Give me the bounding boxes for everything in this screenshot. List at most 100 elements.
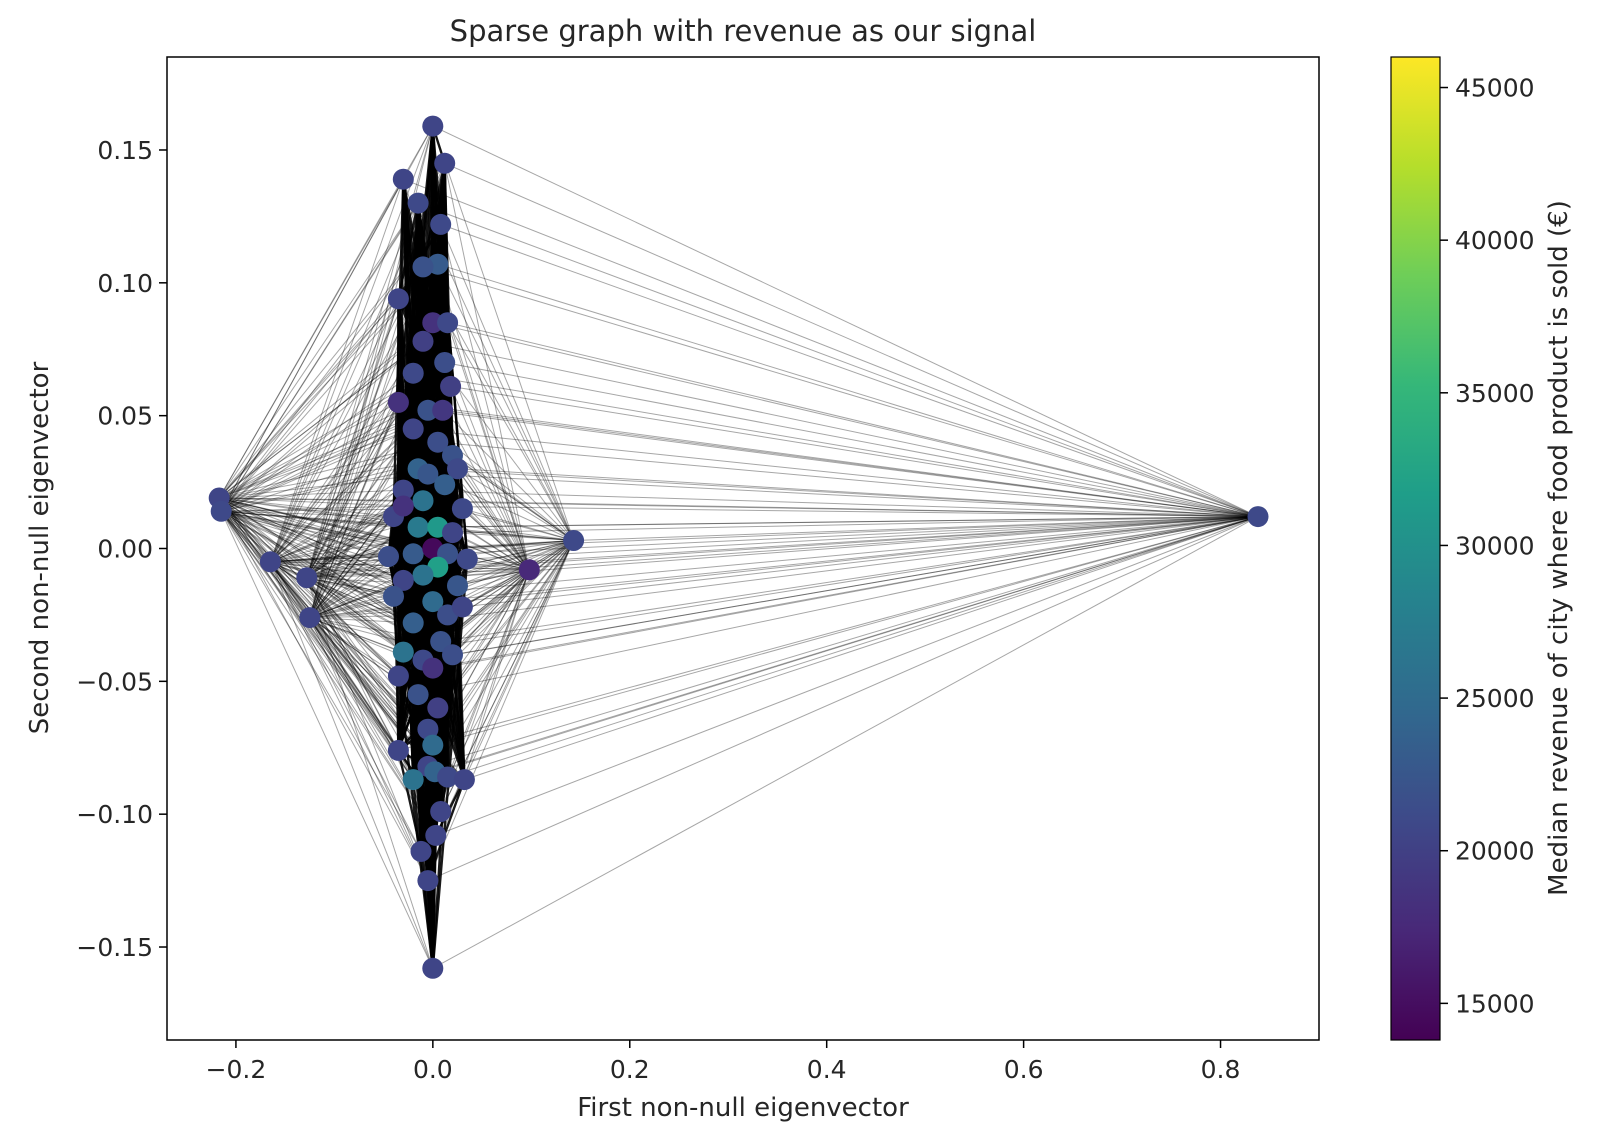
graph-edge (220, 511, 434, 969)
graph-node (434, 152, 456, 174)
x-axis-label: First non-null eigenvector (577, 1093, 909, 1123)
graph-edge (218, 497, 419, 695)
graph-edge (218, 497, 429, 730)
graph-edge (463, 540, 575, 780)
graph-edge (220, 511, 437, 836)
graph-edge (403, 178, 1259, 518)
graph-node (402, 769, 424, 791)
graph-edge (306, 516, 394, 579)
graph-edge (218, 178, 404, 499)
graph-node (440, 375, 462, 397)
graph-edge (432, 516, 1259, 969)
graph-edge (270, 561, 414, 624)
graph-edge (462, 508, 574, 541)
graph-node (442, 644, 463, 666)
graph-edge (397, 750, 423, 852)
graph-edge (220, 510, 448, 778)
graph-edge (434, 516, 1259, 773)
graph-edge (422, 516, 1259, 576)
graph-node (402, 362, 424, 384)
graph-node (210, 500, 232, 522)
graph-edge (270, 516, 394, 563)
graph-node (417, 870, 439, 892)
graph-edge (309, 266, 424, 618)
graph-node (407, 684, 429, 706)
graph-edge (447, 516, 1259, 555)
graph-edge (220, 266, 424, 512)
graph-node (518, 559, 540, 581)
graph-edge (219, 409, 429, 499)
graph-edge (220, 372, 414, 512)
x-axis: −0.2 0.0 0.2 0.4 0.6 0.8 (206, 1040, 1240, 1084)
graph-edge (443, 484, 469, 560)
y-tick-label: −0.10 (76, 800, 153, 829)
graph-node (387, 391, 409, 413)
graph-edge (220, 510, 429, 767)
graph-edge (464, 516, 1259, 781)
graph-node (412, 256, 434, 278)
graph-edge (306, 402, 399, 578)
graph-edge (403, 516, 1259, 653)
graph-edge (431, 835, 437, 969)
graph-edge (440, 224, 575, 541)
graph-edge (427, 540, 575, 881)
graph-node (299, 607, 321, 629)
graph-edge (432, 125, 1259, 518)
plot-area (166, 56, 1320, 1041)
graph-edge (221, 510, 414, 555)
graph-edge (219, 497, 404, 507)
graph-edge (220, 125, 434, 512)
graph-edge (219, 497, 414, 555)
x-tick-label: 0.0 (413, 1055, 453, 1084)
graph-edge (452, 516, 1259, 656)
graph-edge (269, 561, 414, 780)
graph-edge (269, 561, 422, 852)
graph-edge (221, 468, 419, 512)
graph-edge (219, 428, 414, 499)
graph-edge (417, 202, 1259, 518)
graph-edge (220, 340, 424, 512)
graph-node (259, 551, 281, 573)
x-tick-label: 0.2 (610, 1055, 650, 1084)
graph-edge (457, 468, 574, 541)
graph-edge (467, 516, 1259, 560)
graph-edge (221, 428, 414, 512)
y-axis-label: Second non-null eigenvector (25, 361, 55, 734)
graph-edge (270, 556, 389, 563)
graph-edge (442, 409, 574, 541)
graph-edge (444, 163, 530, 570)
graph-node (422, 591, 444, 613)
graph-node (422, 657, 444, 679)
graph-edge (457, 468, 1259, 518)
graph-edge (422, 340, 1259, 518)
graph-node (422, 312, 444, 334)
graph-edge (219, 497, 424, 502)
graph-edge (447, 516, 1259, 778)
graph-edge (427, 473, 1259, 518)
colorbar: 15000 20000 25000 30000 35000 40000 45000 Medi… (1390, 56, 1574, 1041)
graph-node (447, 458, 468, 480)
graph-edge (413, 516, 1259, 624)
graph-edge (440, 223, 1259, 518)
graph-edge (306, 577, 394, 597)
graph-edge (306, 577, 399, 751)
graph-edge (269, 202, 419, 562)
graph-edge (462, 569, 530, 608)
graph-node (442, 522, 463, 544)
graph-node (453, 769, 475, 791)
graph-edge (437, 263, 1259, 518)
graph-edge (219, 489, 404, 499)
graph-edge (422, 516, 1259, 661)
graph-edge (270, 402, 399, 563)
graph-node (392, 479, 414, 501)
graph-edge (270, 505, 404, 563)
graph-node (451, 596, 473, 618)
graph-edge (306, 556, 389, 579)
graph-edge (218, 266, 424, 499)
colorbar-tick-label: 25000 (1455, 684, 1535, 713)
graph-edge (218, 497, 429, 767)
graph-edge (457, 540, 574, 587)
graph-edge (444, 162, 1259, 518)
graph-edge (220, 511, 442, 812)
graph-node (434, 474, 456, 496)
